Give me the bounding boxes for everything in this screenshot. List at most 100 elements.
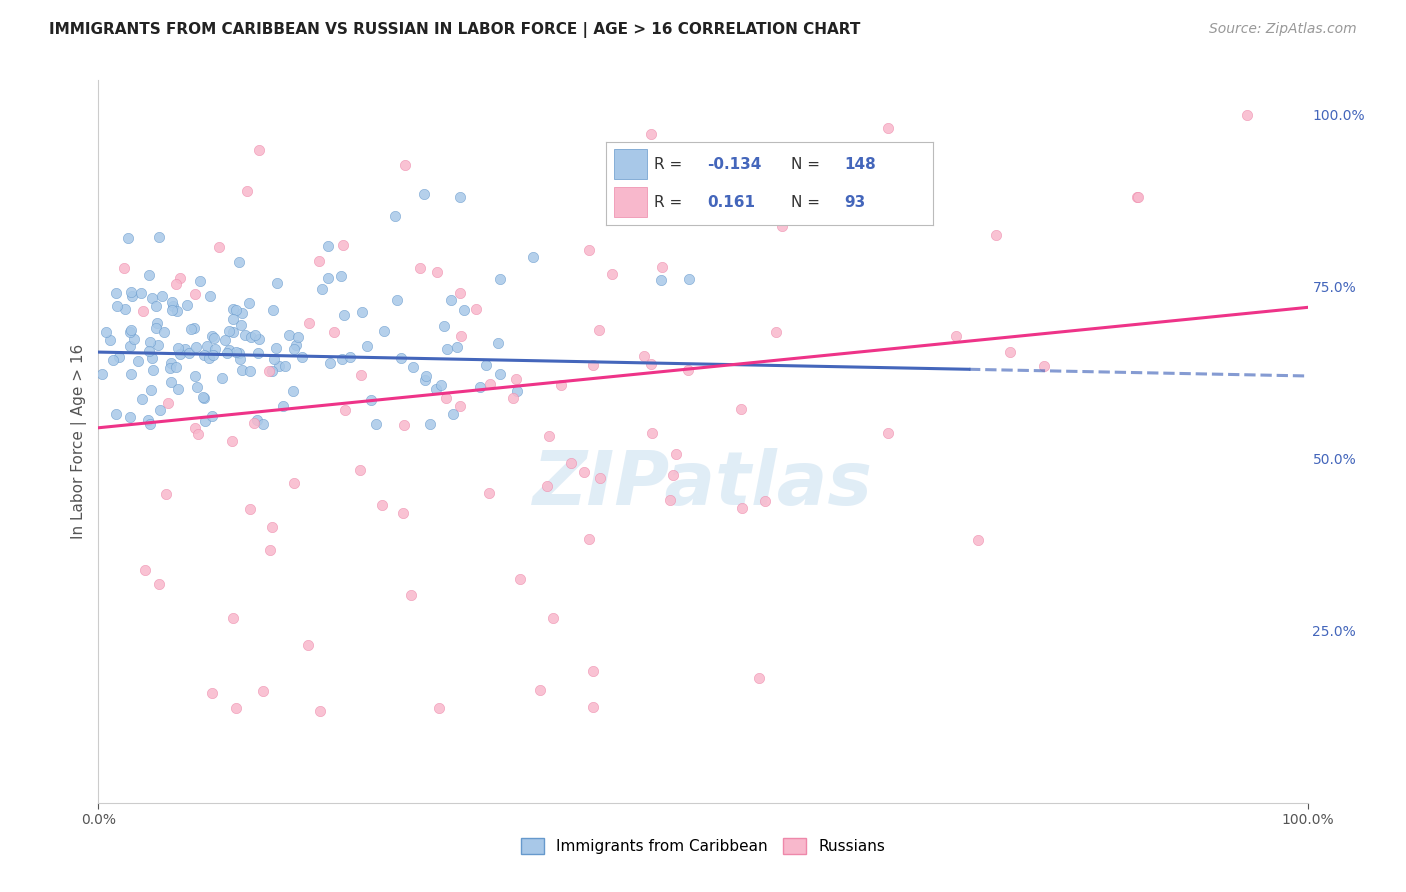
Point	[221, 325, 243, 339]
Point	[389, 351, 412, 366]
Point	[138, 268, 160, 282]
Point	[578, 243, 600, 257]
Point	[1033, 359, 1056, 374]
Point	[468, 380, 491, 394]
Point	[541, 611, 564, 625]
Point	[371, 498, 394, 512]
Point	[120, 285, 142, 300]
Point	[112, 260, 135, 275]
Point	[662, 467, 685, 482]
Point	[160, 295, 183, 310]
Point	[550, 378, 572, 392]
Point	[283, 342, 305, 356]
Point	[676, 363, 699, 377]
Point	[176, 298, 198, 312]
Point	[360, 392, 382, 407]
Point	[90, 368, 112, 382]
Point	[522, 250, 544, 264]
Point	[449, 399, 471, 413]
Point	[169, 347, 191, 361]
Point	[453, 303, 475, 318]
Point	[243, 417, 266, 431]
Point	[150, 289, 173, 303]
Point	[399, 588, 422, 602]
Point	[263, 352, 285, 367]
Point	[239, 364, 262, 378]
Point	[201, 409, 224, 424]
Point	[316, 271, 339, 285]
Text: IMMIGRANTS FROM CARIBBEAN VS RUSSIAN IN LABOR FORCE | AGE > 16 CORRELATION CHART: IMMIGRANTS FROM CARIBBEAN VS RUSSIAN IN …	[49, 22, 860, 38]
Point	[650, 273, 672, 287]
Point	[145, 299, 167, 313]
Point	[114, 301, 136, 316]
Point	[149, 402, 172, 417]
Point	[350, 368, 373, 383]
Point	[413, 373, 436, 387]
Point	[146, 316, 169, 330]
Point	[475, 359, 498, 373]
Point	[131, 392, 153, 407]
Point	[139, 417, 162, 432]
Point	[641, 425, 664, 440]
Point	[262, 303, 284, 318]
Point	[239, 502, 262, 516]
Point	[184, 287, 207, 301]
Point	[339, 350, 361, 364]
Point	[578, 533, 600, 547]
Point	[731, 501, 754, 516]
Point	[121, 289, 143, 303]
Point	[529, 682, 551, 697]
Point	[678, 272, 700, 286]
Point	[132, 304, 155, 318]
Point	[225, 344, 247, 359]
Point	[505, 371, 527, 385]
Point	[356, 338, 378, 352]
Point	[141, 383, 163, 397]
Point	[155, 486, 177, 500]
Point	[233, 327, 256, 342]
Point	[402, 360, 425, 375]
Point	[582, 359, 605, 373]
Point	[640, 357, 662, 371]
Point	[489, 367, 512, 381]
Point	[582, 700, 605, 714]
Point	[108, 350, 131, 364]
Point	[633, 349, 655, 363]
Point	[350, 304, 373, 318]
Point	[588, 324, 610, 338]
Point	[538, 429, 561, 443]
Point	[238, 296, 260, 310]
Point	[434, 391, 457, 405]
Point	[430, 378, 453, 392]
Point	[160, 302, 183, 317]
Point	[195, 339, 218, 353]
Point	[287, 329, 309, 343]
Point	[308, 254, 330, 268]
Point	[665, 447, 688, 461]
Point	[162, 299, 184, 313]
Point	[392, 417, 415, 432]
Point	[298, 316, 321, 330]
Point	[658, 492, 681, 507]
Point	[156, 396, 179, 410]
Point	[506, 384, 529, 398]
Point	[148, 577, 170, 591]
Point	[998, 345, 1021, 359]
Point	[319, 356, 342, 370]
Point	[311, 282, 333, 296]
Point	[446, 340, 468, 354]
Point	[257, 364, 280, 378]
Point	[329, 268, 352, 283]
Point	[165, 360, 187, 375]
Point	[384, 209, 406, 223]
Point	[252, 417, 274, 432]
Point	[770, 219, 793, 233]
Point	[332, 237, 354, 252]
Point	[166, 341, 188, 355]
Point	[433, 319, 456, 334]
Point	[225, 302, 247, 317]
Point	[104, 286, 127, 301]
Point	[464, 302, 486, 317]
Point	[409, 260, 432, 275]
Point	[877, 121, 900, 136]
